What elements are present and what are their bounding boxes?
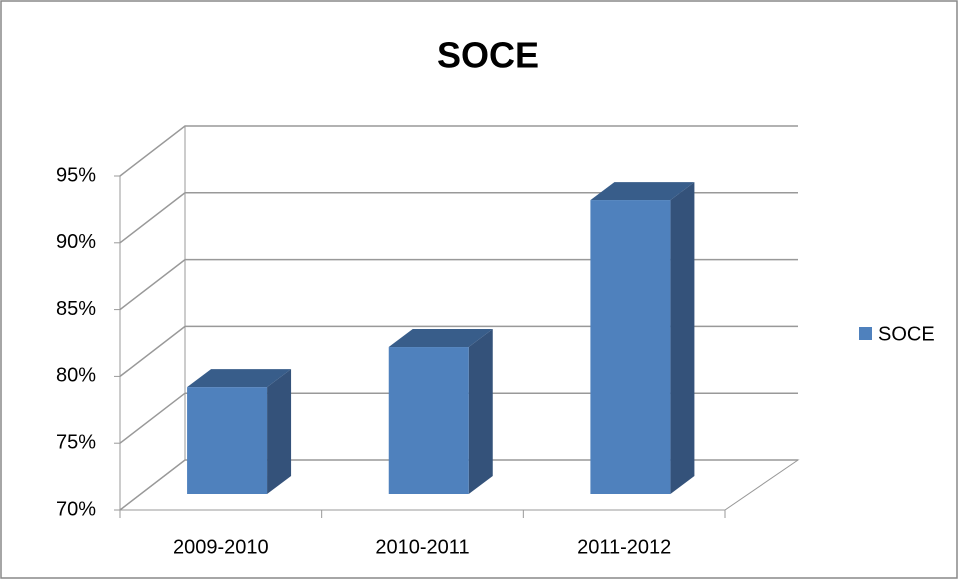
bar-top bbox=[388, 329, 493, 348]
bar-top bbox=[590, 182, 695, 201]
grid-line bbox=[119, 192, 798, 244]
bar bbox=[590, 200, 671, 494]
y-tick-label: 70% bbox=[56, 498, 96, 520]
bar bbox=[187, 387, 268, 494]
legend-label: SOCE bbox=[878, 323, 935, 345]
y-tick-label: 80% bbox=[56, 365, 96, 387]
bar-side bbox=[670, 182, 695, 494]
grid-line bbox=[119, 125, 798, 177]
bar bbox=[388, 347, 469, 494]
x-tick-label: 2009-2010 bbox=[173, 536, 269, 558]
bar-top bbox=[187, 369, 292, 388]
legend-swatch bbox=[859, 327, 872, 340]
y-tick-label: 95% bbox=[56, 164, 96, 186]
y-tick-label: 75% bbox=[56, 431, 96, 453]
y-tick-label: 90% bbox=[56, 231, 96, 253]
bar-side bbox=[267, 369, 292, 494]
chart-title: SOCE bbox=[437, 35, 539, 76]
x-tick-label: 2010-2011 bbox=[375, 536, 469, 558]
x-tick-label: 2011-2012 bbox=[577, 536, 671, 558]
y-tick-label: 85% bbox=[56, 298, 96, 320]
bar-side bbox=[468, 329, 493, 494]
